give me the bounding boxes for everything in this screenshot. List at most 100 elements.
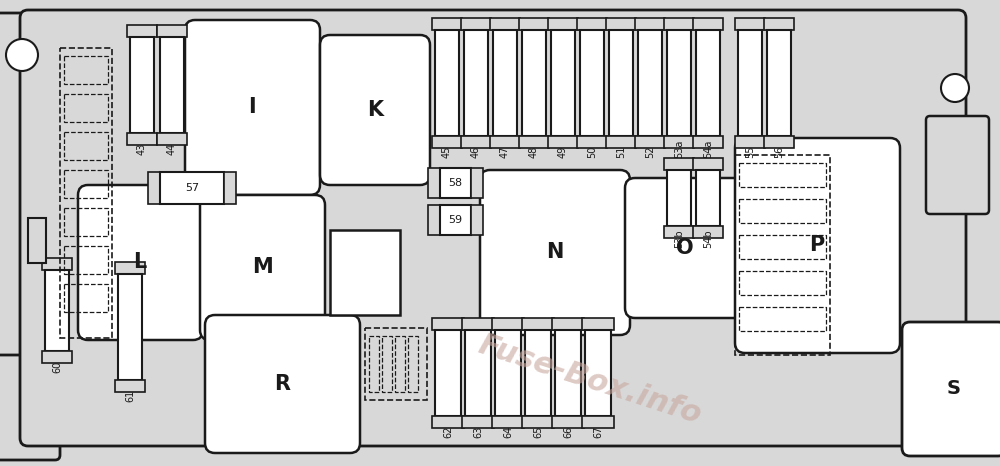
Bar: [493, 30, 517, 136]
Bar: [577, 18, 607, 30]
Bar: [440, 168, 471, 198]
Bar: [435, 330, 461, 416]
Bar: [739, 199, 826, 223]
Text: 43: 43: [137, 143, 147, 155]
Bar: [739, 271, 826, 295]
Bar: [735, 136, 765, 148]
Bar: [635, 136, 665, 148]
FancyBboxPatch shape: [926, 116, 989, 214]
Bar: [432, 318, 464, 330]
Bar: [465, 330, 491, 416]
Text: 55: 55: [745, 145, 755, 158]
Bar: [64, 208, 108, 236]
Text: 48: 48: [529, 146, 539, 158]
Bar: [638, 30, 662, 136]
Bar: [64, 132, 108, 160]
Bar: [462, 416, 494, 428]
Text: 56: 56: [774, 145, 784, 158]
Bar: [432, 136, 462, 148]
FancyBboxPatch shape: [625, 178, 745, 318]
Bar: [552, 318, 584, 330]
Bar: [490, 18, 520, 30]
Bar: [64, 170, 108, 198]
Text: I: I: [248, 97, 256, 117]
Bar: [64, 284, 108, 312]
Bar: [435, 30, 459, 136]
Text: 54b: 54b: [703, 229, 713, 248]
Text: R: R: [274, 374, 290, 394]
Bar: [580, 30, 604, 136]
Bar: [130, 37, 154, 133]
Bar: [127, 25, 157, 37]
Bar: [127, 133, 157, 145]
Bar: [495, 330, 521, 416]
FancyBboxPatch shape: [78, 185, 203, 340]
Bar: [42, 258, 72, 270]
Bar: [739, 235, 826, 259]
Bar: [432, 18, 462, 30]
Bar: [609, 30, 633, 136]
FancyBboxPatch shape: [480, 170, 630, 335]
Bar: [471, 168, 483, 198]
Bar: [606, 136, 636, 148]
Text: 67: 67: [593, 425, 603, 438]
Bar: [471, 205, 483, 235]
Bar: [461, 18, 491, 30]
Text: 54a: 54a: [703, 140, 713, 158]
Text: 52: 52: [645, 145, 655, 158]
Bar: [696, 170, 720, 226]
Bar: [519, 136, 549, 148]
FancyBboxPatch shape: [200, 195, 325, 340]
Text: 58: 58: [448, 178, 462, 188]
Bar: [157, 25, 187, 37]
Bar: [428, 168, 440, 198]
Bar: [522, 30, 546, 136]
Bar: [395, 336, 405, 392]
Bar: [492, 416, 524, 428]
Bar: [735, 18, 765, 30]
Bar: [382, 336, 392, 392]
Bar: [606, 18, 636, 30]
Text: K: K: [367, 100, 383, 120]
Bar: [525, 330, 551, 416]
Text: 62: 62: [443, 425, 453, 438]
Bar: [735, 155, 830, 355]
Text: 53a: 53a: [674, 140, 684, 158]
Bar: [522, 318, 554, 330]
Text: N: N: [546, 242, 564, 262]
Bar: [28, 218, 46, 263]
Text: 49: 49: [558, 146, 568, 158]
Bar: [45, 270, 69, 351]
Text: 61: 61: [125, 390, 135, 402]
FancyBboxPatch shape: [0, 13, 63, 443]
Bar: [148, 172, 160, 204]
Bar: [464, 30, 488, 136]
Bar: [767, 30, 791, 136]
Bar: [667, 170, 691, 226]
Text: 57: 57: [185, 183, 199, 193]
Bar: [492, 318, 524, 330]
Bar: [585, 330, 611, 416]
Text: 59: 59: [448, 215, 462, 225]
Bar: [667, 30, 691, 136]
Bar: [693, 158, 723, 170]
Text: 51: 51: [616, 145, 626, 158]
FancyBboxPatch shape: [902, 322, 1000, 456]
Bar: [696, 30, 720, 136]
Bar: [548, 136, 578, 148]
Bar: [555, 330, 581, 416]
Bar: [64, 56, 108, 84]
Bar: [408, 336, 418, 392]
Bar: [548, 18, 578, 30]
Bar: [551, 30, 575, 136]
Text: L: L: [133, 252, 147, 272]
Text: P: P: [809, 235, 825, 255]
Bar: [552, 416, 584, 428]
Text: 45: 45: [442, 145, 452, 158]
Circle shape: [6, 39, 38, 71]
Bar: [428, 205, 440, 235]
Bar: [664, 136, 694, 148]
Bar: [739, 307, 826, 331]
Bar: [160, 37, 184, 133]
Bar: [365, 328, 427, 400]
